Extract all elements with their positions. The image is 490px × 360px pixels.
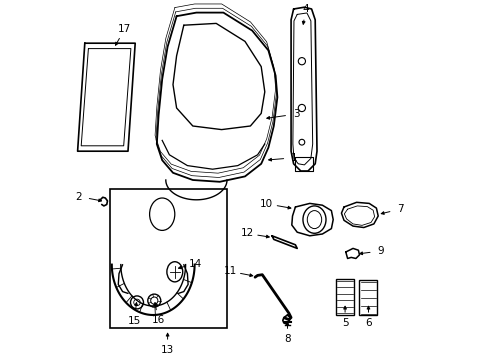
Text: 13: 13 bbox=[161, 345, 174, 355]
Text: 17: 17 bbox=[118, 24, 131, 34]
Bar bbox=[360, 280, 377, 315]
Text: 5: 5 bbox=[342, 318, 348, 328]
Bar bbox=[110, 189, 227, 328]
Text: 8: 8 bbox=[284, 334, 291, 344]
Text: 4: 4 bbox=[302, 4, 309, 14]
Text: 12: 12 bbox=[241, 229, 254, 238]
Text: 3: 3 bbox=[293, 109, 299, 119]
Text: 1: 1 bbox=[291, 153, 297, 163]
Text: 9: 9 bbox=[377, 246, 384, 256]
Bar bbox=[336, 279, 354, 315]
Text: 2: 2 bbox=[75, 192, 82, 202]
Text: 6: 6 bbox=[365, 318, 372, 328]
Text: 16: 16 bbox=[151, 315, 165, 325]
Text: 7: 7 bbox=[397, 204, 404, 214]
Text: 15: 15 bbox=[127, 316, 141, 326]
Text: 11: 11 bbox=[223, 266, 237, 276]
Text: 14: 14 bbox=[188, 258, 202, 269]
Text: 10: 10 bbox=[260, 199, 273, 209]
